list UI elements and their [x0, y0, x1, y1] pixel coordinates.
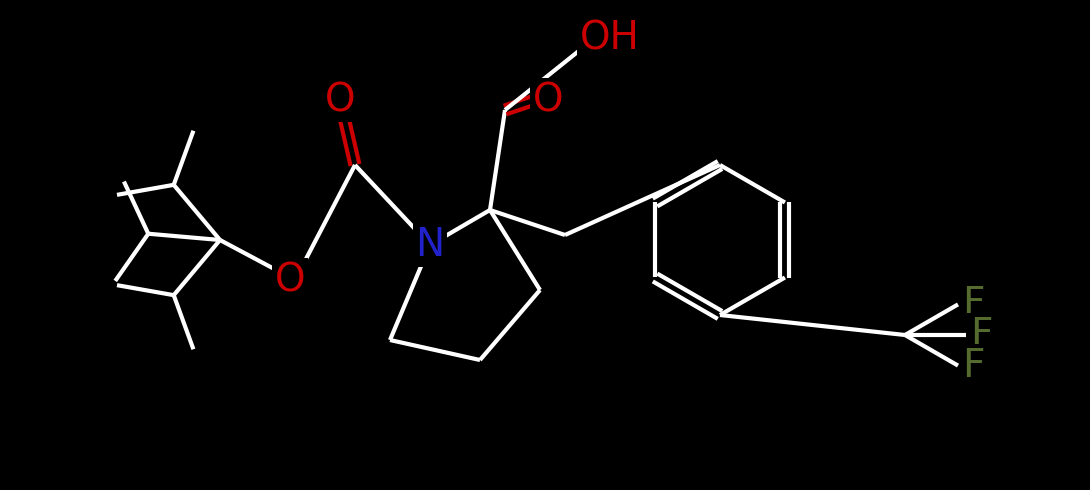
Text: N: N: [415, 226, 445, 264]
Text: F: F: [961, 285, 984, 323]
Text: O: O: [533, 81, 564, 119]
Text: F: F: [961, 346, 984, 385]
Text: O: O: [275, 261, 305, 299]
Text: F: F: [970, 316, 993, 354]
Text: OH: OH: [580, 19, 640, 57]
Text: O: O: [325, 81, 355, 119]
